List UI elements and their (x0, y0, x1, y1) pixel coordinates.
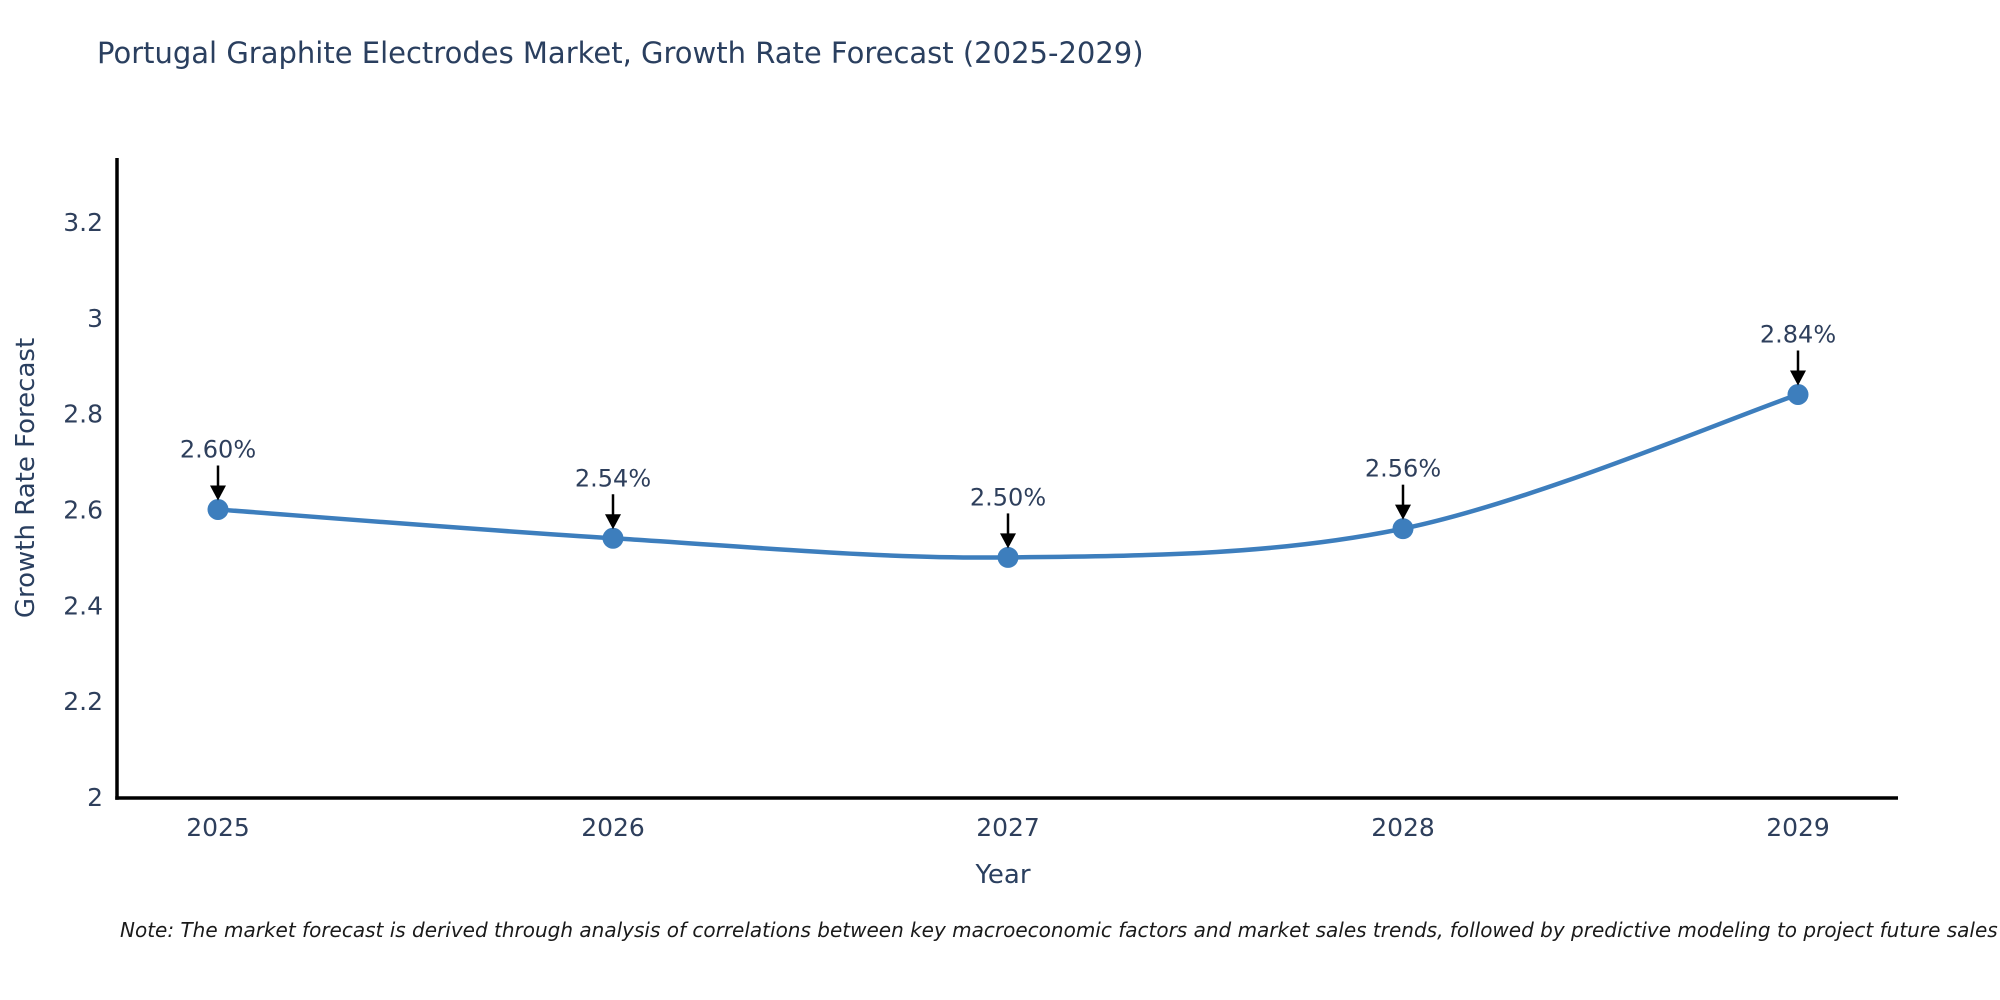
x-axis-title: Year (975, 860, 1031, 890)
series-markers (207, 384, 1809, 568)
annotation-label: 2.54% (575, 464, 651, 492)
x-tick-label: 2028 (1371, 813, 1435, 842)
y-tick-label: 2 (87, 783, 103, 812)
annotation-label: 2.84% (1760, 321, 1836, 349)
annotations: 2.60% 2.54% 2.50% 2.56% 2.84% (180, 321, 1836, 549)
plot-area: 3.2 3 2.8 2.6 2.4 2.2 2 2025 2026 2027 2028 2029 2.6… (63, 158, 1898, 842)
y-tick-label: 2.4 (63, 591, 103, 620)
annotation-label: 2.60% (180, 436, 256, 464)
annotation-arrowhead-icon (1395, 504, 1411, 520)
y-tick-label: 3.2 (63, 208, 103, 237)
y-axis-ticks: 3.2 3 2.8 2.6 2.4 2.2 2 (63, 208, 103, 812)
y-tick-label: 2.8 (63, 400, 103, 429)
y-tick-label: 2.2 (63, 687, 103, 716)
annotation-label: 2.56% (1365, 455, 1441, 483)
data-point-marker (207, 499, 229, 520)
annotation-label: 2.50% (970, 483, 1046, 511)
annotation-arrowhead-icon (210, 485, 226, 501)
x-tick-label: 2027 (976, 813, 1040, 842)
data-point-marker (602, 527, 624, 549)
data-point-marker (997, 546, 1019, 568)
data-point-marker (1392, 518, 1414, 540)
annotation-arrowhead-icon (605, 514, 621, 530)
footnote: Note: The market forecast is derived thr… (120, 918, 1998, 942)
y-tick-label: 2.6 (63, 496, 103, 525)
x-axis-ticks: 2025 2026 2027 2028 2029 (186, 813, 1830, 842)
annotation-arrowhead-icon (1000, 533, 1016, 549)
x-tick-label: 2025 (186, 813, 250, 842)
axes (115, 158, 1898, 800)
x-tick-label: 2029 (1766, 813, 1830, 842)
annotation-arrowhead-icon (1790, 370, 1806, 386)
chart-title: Portugal Graphite Electrodes Market, Gro… (97, 36, 1144, 70)
y-tick-label: 3 (87, 304, 103, 333)
data-point-marker (1787, 384, 1809, 405)
x-tick-label: 2026 (581, 813, 645, 842)
